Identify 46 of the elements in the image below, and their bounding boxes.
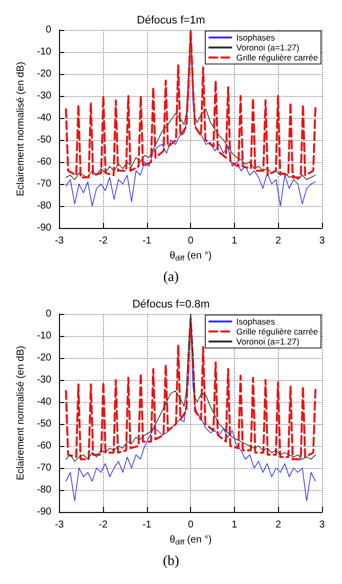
legend-label: Voronoi (a=1.27) [236,42,300,52]
y-tick-label: -70 [36,178,52,190]
x-tick-label: -3 [54,520,64,530]
y-tick-label: -50 [36,134,52,146]
y-tick-label: 0 [46,308,52,320]
x-tick-label: 0 [188,236,194,246]
text: (b) [162,554,180,571]
legend-label: Isophases [236,316,276,326]
y-tick-label: 0 [46,24,52,36]
y-tick-label: -90 [36,222,52,234]
text: (a) [162,270,180,287]
y-tick-label: -50 [36,418,52,430]
y-tick-label: -30 [36,374,52,386]
chart-title: Défocus f=0.8m [132,298,210,310]
y-tick-label: -20 [36,352,52,364]
y-tick-label: -60 [36,156,52,168]
y-axis-title: Eclairement normalisé (en dB) [16,62,26,196]
x-tick-label: 0 [188,520,194,530]
chart-title: Défocus f=1m [136,14,206,26]
x-tick-label: -2 [98,236,108,246]
x-tick-label: 2 [275,236,282,246]
y-tick-label: -80 [36,484,52,496]
x-tick-label: -3 [54,236,64,246]
x-tick-label: 1 [232,520,238,530]
x-tick-label: -2 [98,520,108,530]
y-tick-label: -70 [36,462,52,474]
legend-label: Grille régulière carrée [236,326,318,336]
y-tick-label: -90 [36,506,52,518]
legend-label: Isophases [236,32,276,42]
y-axis-title: Eclairement normalisé (en dB) [16,346,26,480]
x-tick-label: 3 [319,520,326,530]
y-tick-label: -40 [36,112,52,124]
y-tick-label: -40 [36,396,52,408]
y-tick-label: -10 [36,46,52,58]
x-tick-label: -1 [142,520,152,530]
legend-label: Voronoi (a=1.27) [236,336,300,346]
y-tick-label: -10 [36,330,52,342]
x-tick-label: -1 [142,236,152,246]
y-tick-label: -60 [36,440,52,452]
legend-label: Grille régulière carrée [236,52,318,62]
x-tick-label: 2 [275,520,282,530]
y-tick-label: -30 [36,90,52,102]
y-tick-label: -20 [36,68,52,80]
y-tick-label: -80 [36,200,52,212]
x-tick-label: 1 [232,236,238,246]
x-tick-label: 3 [319,236,326,246]
